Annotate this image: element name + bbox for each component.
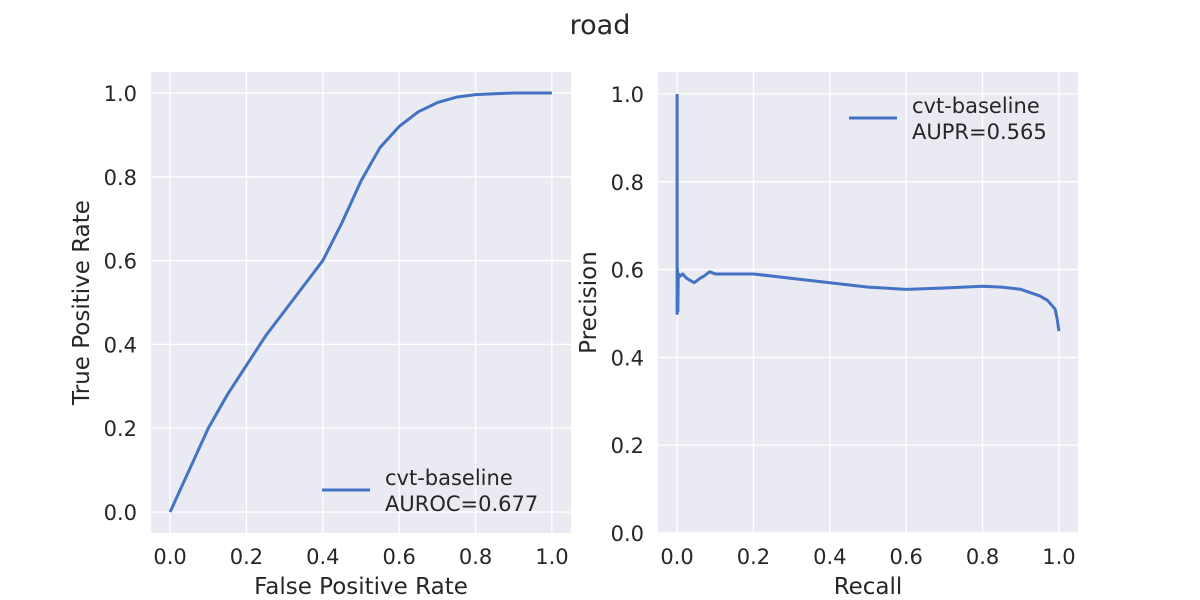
pr-x-tick-label: 0.8 (966, 545, 999, 569)
roc-x-tick-label: 0.6 (382, 545, 415, 569)
roc-y-tick-label: 1.0 (104, 82, 137, 106)
roc-y-axis-label: True Positive Rate (69, 200, 95, 406)
roc-x-tick-label: 1.0 (535, 545, 568, 569)
pr-x-tick-label: 0.4 (813, 545, 846, 569)
pr-legend-label: AUPR=0.565 (912, 120, 1047, 144)
pr-y-tick-label: 0.0 (611, 522, 644, 546)
roc-x-tick-label: 0.2 (230, 545, 263, 569)
pr-x-tick-label: 0.0 (660, 545, 693, 569)
roc-x-tick-label: 0.8 (459, 545, 492, 569)
roc-legend-label: AUROC=0.677 (385, 492, 538, 516)
pr-series-line (675, 93, 1061, 332)
roc-plot-area (151, 72, 571, 533)
roc-x-axis-label: False Positive Rate (254, 574, 468, 600)
roc-x-tick-label: 0.4 (306, 545, 339, 569)
pr-x-tick-label: 0.6 (889, 545, 922, 569)
figure-title: road (570, 10, 631, 41)
roc-y-tick-label: 0.0 (104, 501, 137, 525)
roc-y-tick-label: 0.2 (104, 417, 137, 441)
pr-plot-area (658, 72, 1078, 533)
pr-y-tick-label: 0.6 (611, 259, 644, 283)
pr-y-tick-label: 0.4 (611, 346, 644, 370)
roc-x-tick-label: 0.0 (153, 545, 186, 569)
roc-y-tick-label: 0.4 (104, 333, 137, 357)
pr-x-axis-label: Recall (834, 574, 903, 600)
roc-series-line (168, 91, 552, 513)
pr-legend-label: cvt-baseline (912, 94, 1040, 118)
roc-y-tick-label: 0.8 (104, 166, 137, 190)
pr-x-tick-label: 1.0 (1042, 545, 1075, 569)
roc-chart-panel: 0.0 0.2 0.4 0.6 0.8 1.0 0.0 0.2 0.4 0.6 0.8 1.0 Fals… (69, 72, 571, 600)
pr-y-axis-label: Precision (576, 251, 602, 354)
roc-legend-label: cvt-baseline (385, 466, 513, 490)
pr-chart-panel: 0.0 0.2 0.4 0.6 0.8 1.0 0.0 0.2 0.4 0.6 0.8 1.0 Reca… (576, 72, 1078, 600)
pr-y-tick-label: 1.0 (611, 83, 644, 107)
pr-y-tick-label: 0.2 (611, 434, 644, 458)
pr-x-tick-label: 0.2 (737, 545, 770, 569)
roc-y-tick-label: 0.6 (104, 250, 137, 274)
pr-y-tick-label: 0.8 (611, 171, 644, 195)
